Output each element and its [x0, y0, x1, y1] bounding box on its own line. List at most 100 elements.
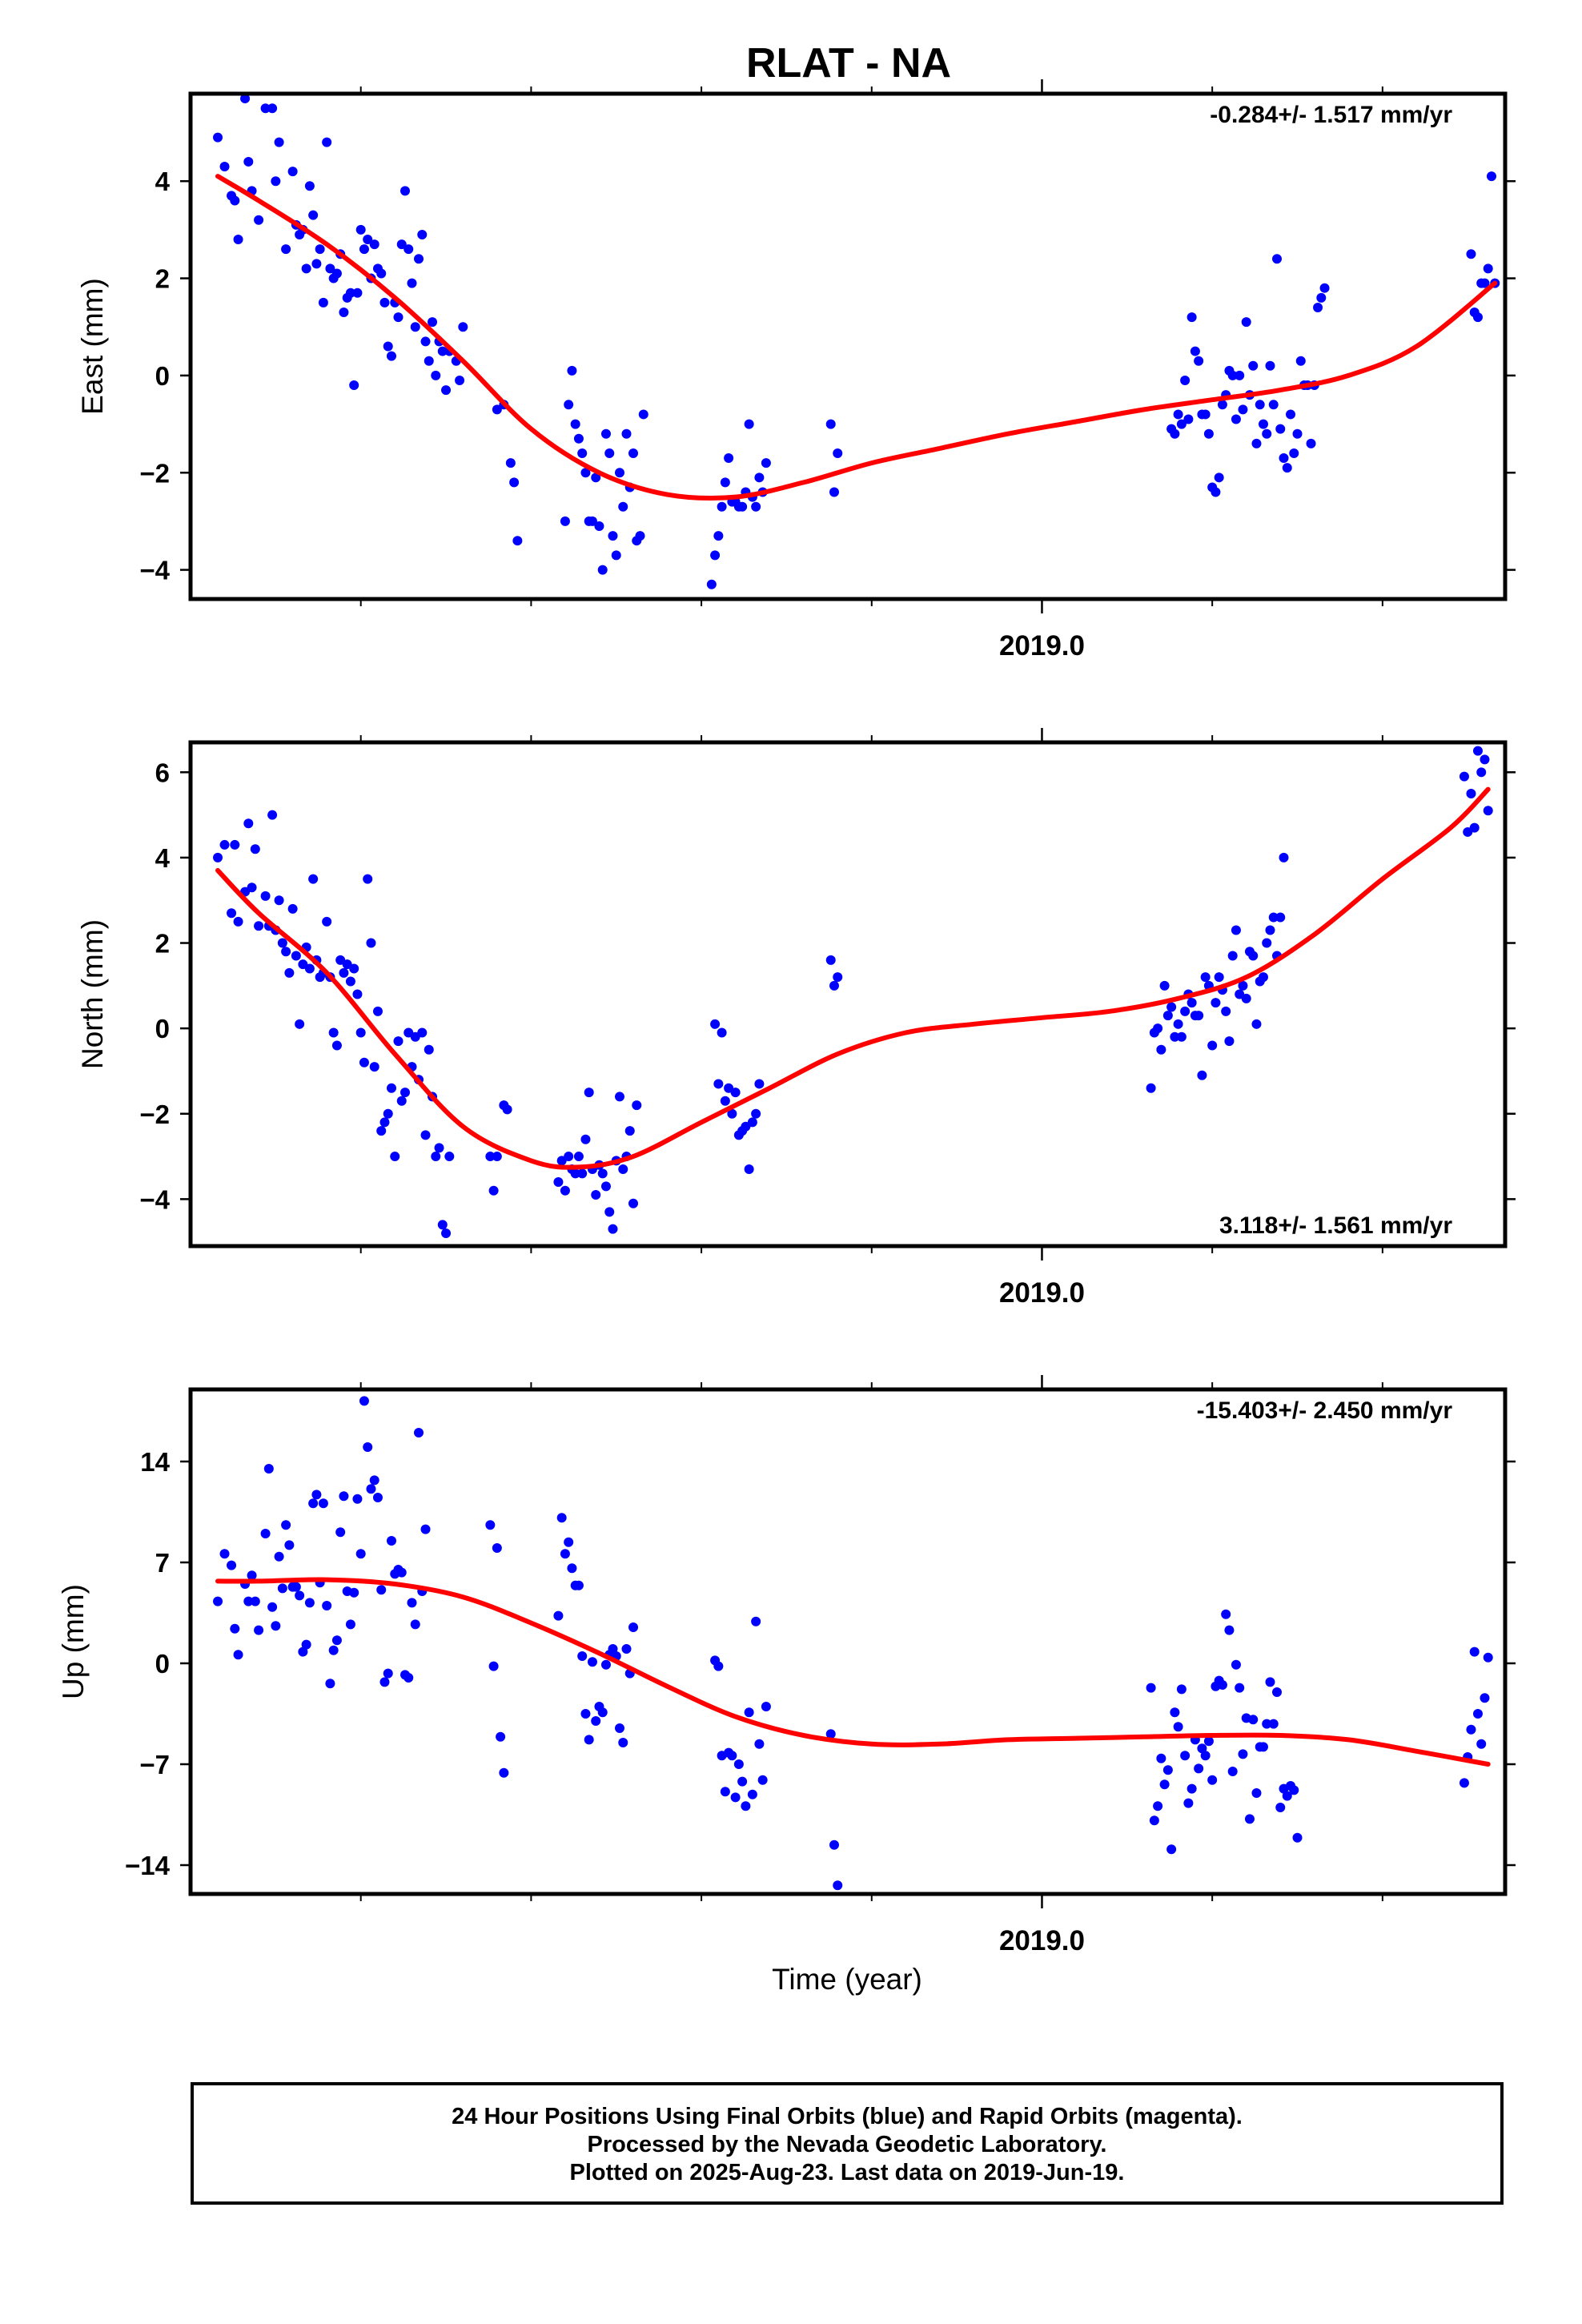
data-point: [618, 1164, 628, 1175]
data-point: [1180, 375, 1191, 385]
data-point: [243, 1596, 254, 1606]
data-point: [458, 322, 468, 332]
data-point: [584, 1088, 594, 1098]
data-point: [363, 1442, 373, 1452]
fit-curve: [215, 174, 1498, 501]
data-point: [1197, 1743, 1207, 1754]
data-point: [260, 891, 271, 901]
data-point: [434, 1143, 444, 1153]
data-point: [713, 531, 724, 541]
data-point: [284, 1540, 295, 1550]
y-axis-label: East (mm): [76, 278, 109, 415]
data-point: [1248, 1715, 1259, 1725]
data-point: [274, 137, 284, 147]
x-axis-label: Time (year): [772, 1963, 922, 1996]
data-point: [751, 501, 761, 512]
data-point: [219, 162, 230, 172]
y-tick-label: −4: [139, 556, 170, 585]
data-point: [1271, 254, 1282, 264]
data-point: [751, 1108, 761, 1119]
data-point: [260, 103, 271, 114]
data-point: [420, 1524, 431, 1534]
data-point: [1469, 1647, 1480, 1657]
data-point: [604, 1207, 615, 1217]
panel-3: 2019.0 −14 −7 0 7 14 Up (mm) -15.403+/- 2.450 m…: [57, 1375, 1516, 1956]
y-tick-label: 0: [155, 1014, 170, 1043]
data-point: [1217, 400, 1227, 410]
data-point: [1248, 951, 1259, 961]
data-point: [1241, 993, 1251, 1003]
data-point: [339, 967, 349, 978]
data-point: [829, 487, 839, 497]
data-point: [227, 908, 237, 919]
data-point: [267, 810, 278, 820]
data-point: [1469, 822, 1480, 833]
data-point: [376, 1126, 387, 1136]
data-point: [444, 1152, 455, 1162]
y-tick-label: 4: [155, 843, 171, 873]
data-point: [1265, 925, 1275, 935]
data-point: [322, 916, 332, 927]
data-point: [492, 1152, 502, 1162]
data-point: [580, 468, 591, 478]
data-point: [281, 244, 291, 255]
data-point: [1476, 1739, 1487, 1749]
data-point: [1268, 1719, 1279, 1729]
data-point: [379, 1677, 390, 1687]
data-point: [428, 317, 438, 328]
data-point: [587, 1657, 597, 1667]
data-point: [437, 346, 448, 356]
data-point: [737, 501, 748, 512]
chart-title: RLAT - NA: [746, 40, 951, 86]
data-point: [1156, 1044, 1166, 1055]
data-point: [410, 1619, 420, 1630]
y-tick-label: −7: [139, 1750, 170, 1779]
data-point: [1483, 263, 1493, 274]
data-point: [455, 375, 465, 385]
data-point: [372, 1493, 383, 1502]
data-point: [233, 235, 243, 245]
data-point: [213, 132, 223, 143]
data-point: [1262, 428, 1272, 439]
data-point: [308, 210, 319, 220]
footer-note: 24 Hour Positions Using Final Orbits (bl…: [191, 2082, 1504, 2205]
data-point: [277, 1583, 287, 1594]
data-point: [308, 874, 319, 884]
data-point: [1194, 1763, 1204, 1774]
data-point: [1483, 1652, 1493, 1663]
data-point: [1480, 1693, 1490, 1703]
y-tick-label: −14: [125, 1851, 171, 1880]
data-point: [345, 1619, 355, 1630]
data-point: [564, 400, 574, 410]
data-point: [301, 263, 311, 274]
data-point: [1156, 1753, 1166, 1763]
data-point: [1231, 925, 1241, 935]
data-point: [825, 419, 836, 429]
y-tick-label: 2: [155, 264, 170, 294]
data-point: [254, 215, 264, 225]
data-point: [441, 1228, 452, 1239]
y-tick-label: 0: [155, 1649, 170, 1679]
data-point: [580, 1709, 591, 1719]
data-point: [1238, 1749, 1248, 1759]
y-tick-label: −4: [139, 1184, 170, 1214]
data-point: [1258, 972, 1268, 983]
data-point: [345, 287, 355, 298]
data-point: [488, 1185, 499, 1196]
data-point: [564, 1537, 574, 1547]
data-point: [291, 1582, 301, 1592]
data-point: [1207, 1775, 1218, 1785]
data-point: [1459, 1778, 1469, 1788]
data-point: [1194, 1011, 1204, 1021]
data-point: [621, 1644, 632, 1654]
data-point: [727, 1751, 737, 1761]
data-point: [1211, 487, 1221, 497]
footer-line-2: Processed by the Nevada Geodetic Laborat…: [587, 2132, 1107, 2157]
data-point: [710, 550, 721, 561]
data-point: [1227, 951, 1238, 961]
data-point: [437, 1220, 448, 1230]
data-point: [328, 1027, 339, 1038]
data-point: [724, 453, 734, 464]
plot-area: [213, 94, 1500, 589]
data-point: [304, 1598, 315, 1608]
